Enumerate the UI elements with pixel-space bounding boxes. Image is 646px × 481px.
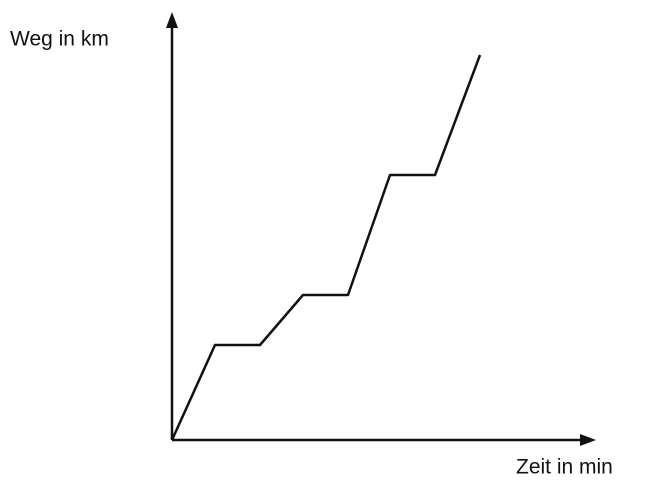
x-axis-label: Zeit in min [516,456,613,479]
x-axis-arrow [580,434,596,446]
y-axis-label: Weg in km [10,28,109,51]
y-axis-arrow [166,12,178,28]
data-line [170,54,482,441]
